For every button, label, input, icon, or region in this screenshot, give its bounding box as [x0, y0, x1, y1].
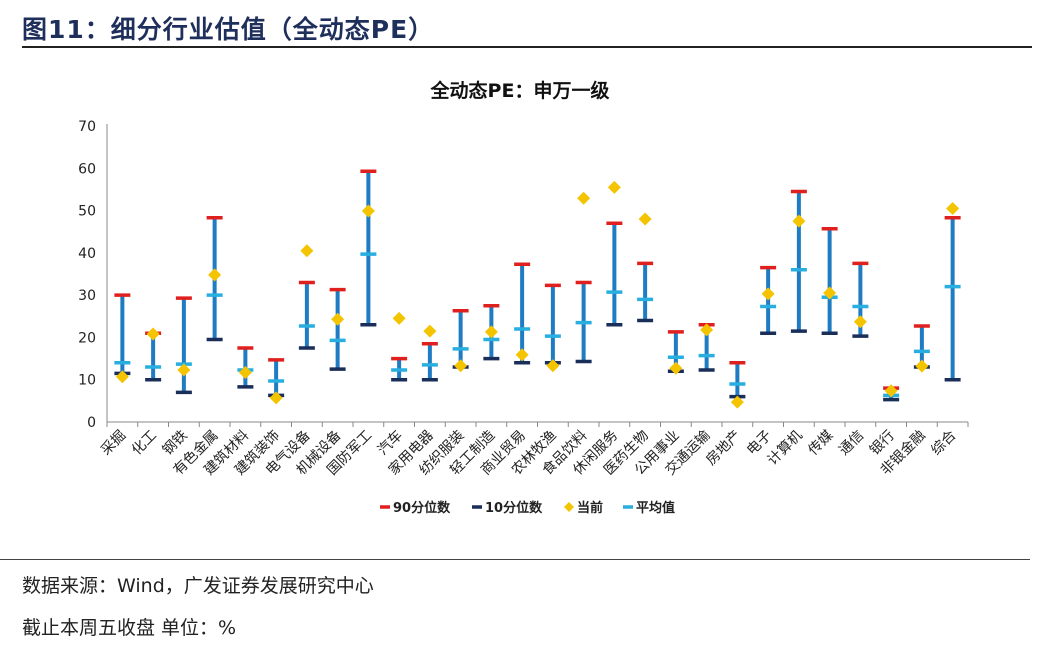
- current-marker: [915, 359, 929, 373]
- legend-p90: 90分位数: [380, 500, 451, 516]
- x-tick-label: 计算机: [765, 428, 806, 469]
- current-marker: [792, 214, 806, 228]
- current-marker: [607, 180, 621, 194]
- current-marker: [577, 191, 591, 205]
- figure-title: 图11：细分行业估值（全动态PE）: [22, 15, 435, 44]
- current-marker: [515, 348, 529, 362]
- current-marker: [423, 324, 437, 338]
- legend-label: 当前: [577, 500, 603, 516]
- current-marker: [177, 363, 191, 377]
- current-marker: [669, 361, 683, 375]
- current-marker: [853, 315, 867, 329]
- current-marker: [331, 312, 345, 326]
- current-marker: [361, 204, 375, 218]
- current-marker: [823, 286, 837, 300]
- current-marker: [700, 323, 714, 337]
- current-marker: [208, 268, 222, 282]
- current-marker: [115, 370, 129, 384]
- legend-current: 当前: [564, 500, 603, 516]
- legend-p10: 10分位数: [472, 500, 543, 516]
- y-tick-label: 30: [78, 288, 96, 304]
- current-marker: [269, 391, 283, 405]
- current-marker: [392, 311, 406, 325]
- x-tick-label: 房地产: [703, 428, 744, 469]
- current-marker: [730, 395, 744, 409]
- data-source-note: 数据来源：Wind，广发证券发展研究中心: [22, 575, 374, 597]
- current-marker: [238, 366, 252, 380]
- x-tick-label: 传媒: [805, 428, 836, 459]
- current-marker: [454, 359, 468, 373]
- y-tick-label: 60: [78, 161, 96, 177]
- y-tick-label: 70: [78, 119, 96, 135]
- y-tick-label: 40: [78, 246, 96, 262]
- current-marker: [146, 327, 160, 341]
- current-marker: [638, 212, 652, 226]
- x-tick-label: 通信: [836, 428, 867, 459]
- legend-mean: 平均值: [623, 500, 675, 516]
- header-divider: [22, 46, 1032, 48]
- current-marker: [884, 384, 898, 398]
- current-marker: [761, 287, 775, 301]
- unit-note: 截止本周五收盘 单位：%: [22, 617, 237, 639]
- x-tick-label: 采掘: [98, 428, 129, 459]
- legend-label: 10分位数: [485, 500, 543, 516]
- y-tick-label: 0: [87, 415, 96, 431]
- y-tick-label: 10: [78, 373, 96, 389]
- x-tick-label: 综合: [928, 428, 959, 459]
- current-marker: [300, 244, 314, 258]
- legend-current-swatch: [564, 502, 574, 512]
- footer-divider: [0, 559, 1030, 560]
- y-tick-label: 20: [78, 330, 96, 346]
- current-marker: [546, 359, 560, 373]
- y-tick-label: 50: [78, 204, 96, 220]
- current-marker: [946, 201, 960, 215]
- current-marker: [484, 325, 498, 339]
- legend-label: 90分位数: [393, 500, 451, 516]
- x-tick-label: 化工: [129, 428, 160, 459]
- chart-title: 全动态PE：申万一级: [430, 79, 610, 102]
- legend-label: 平均值: [636, 500, 675, 516]
